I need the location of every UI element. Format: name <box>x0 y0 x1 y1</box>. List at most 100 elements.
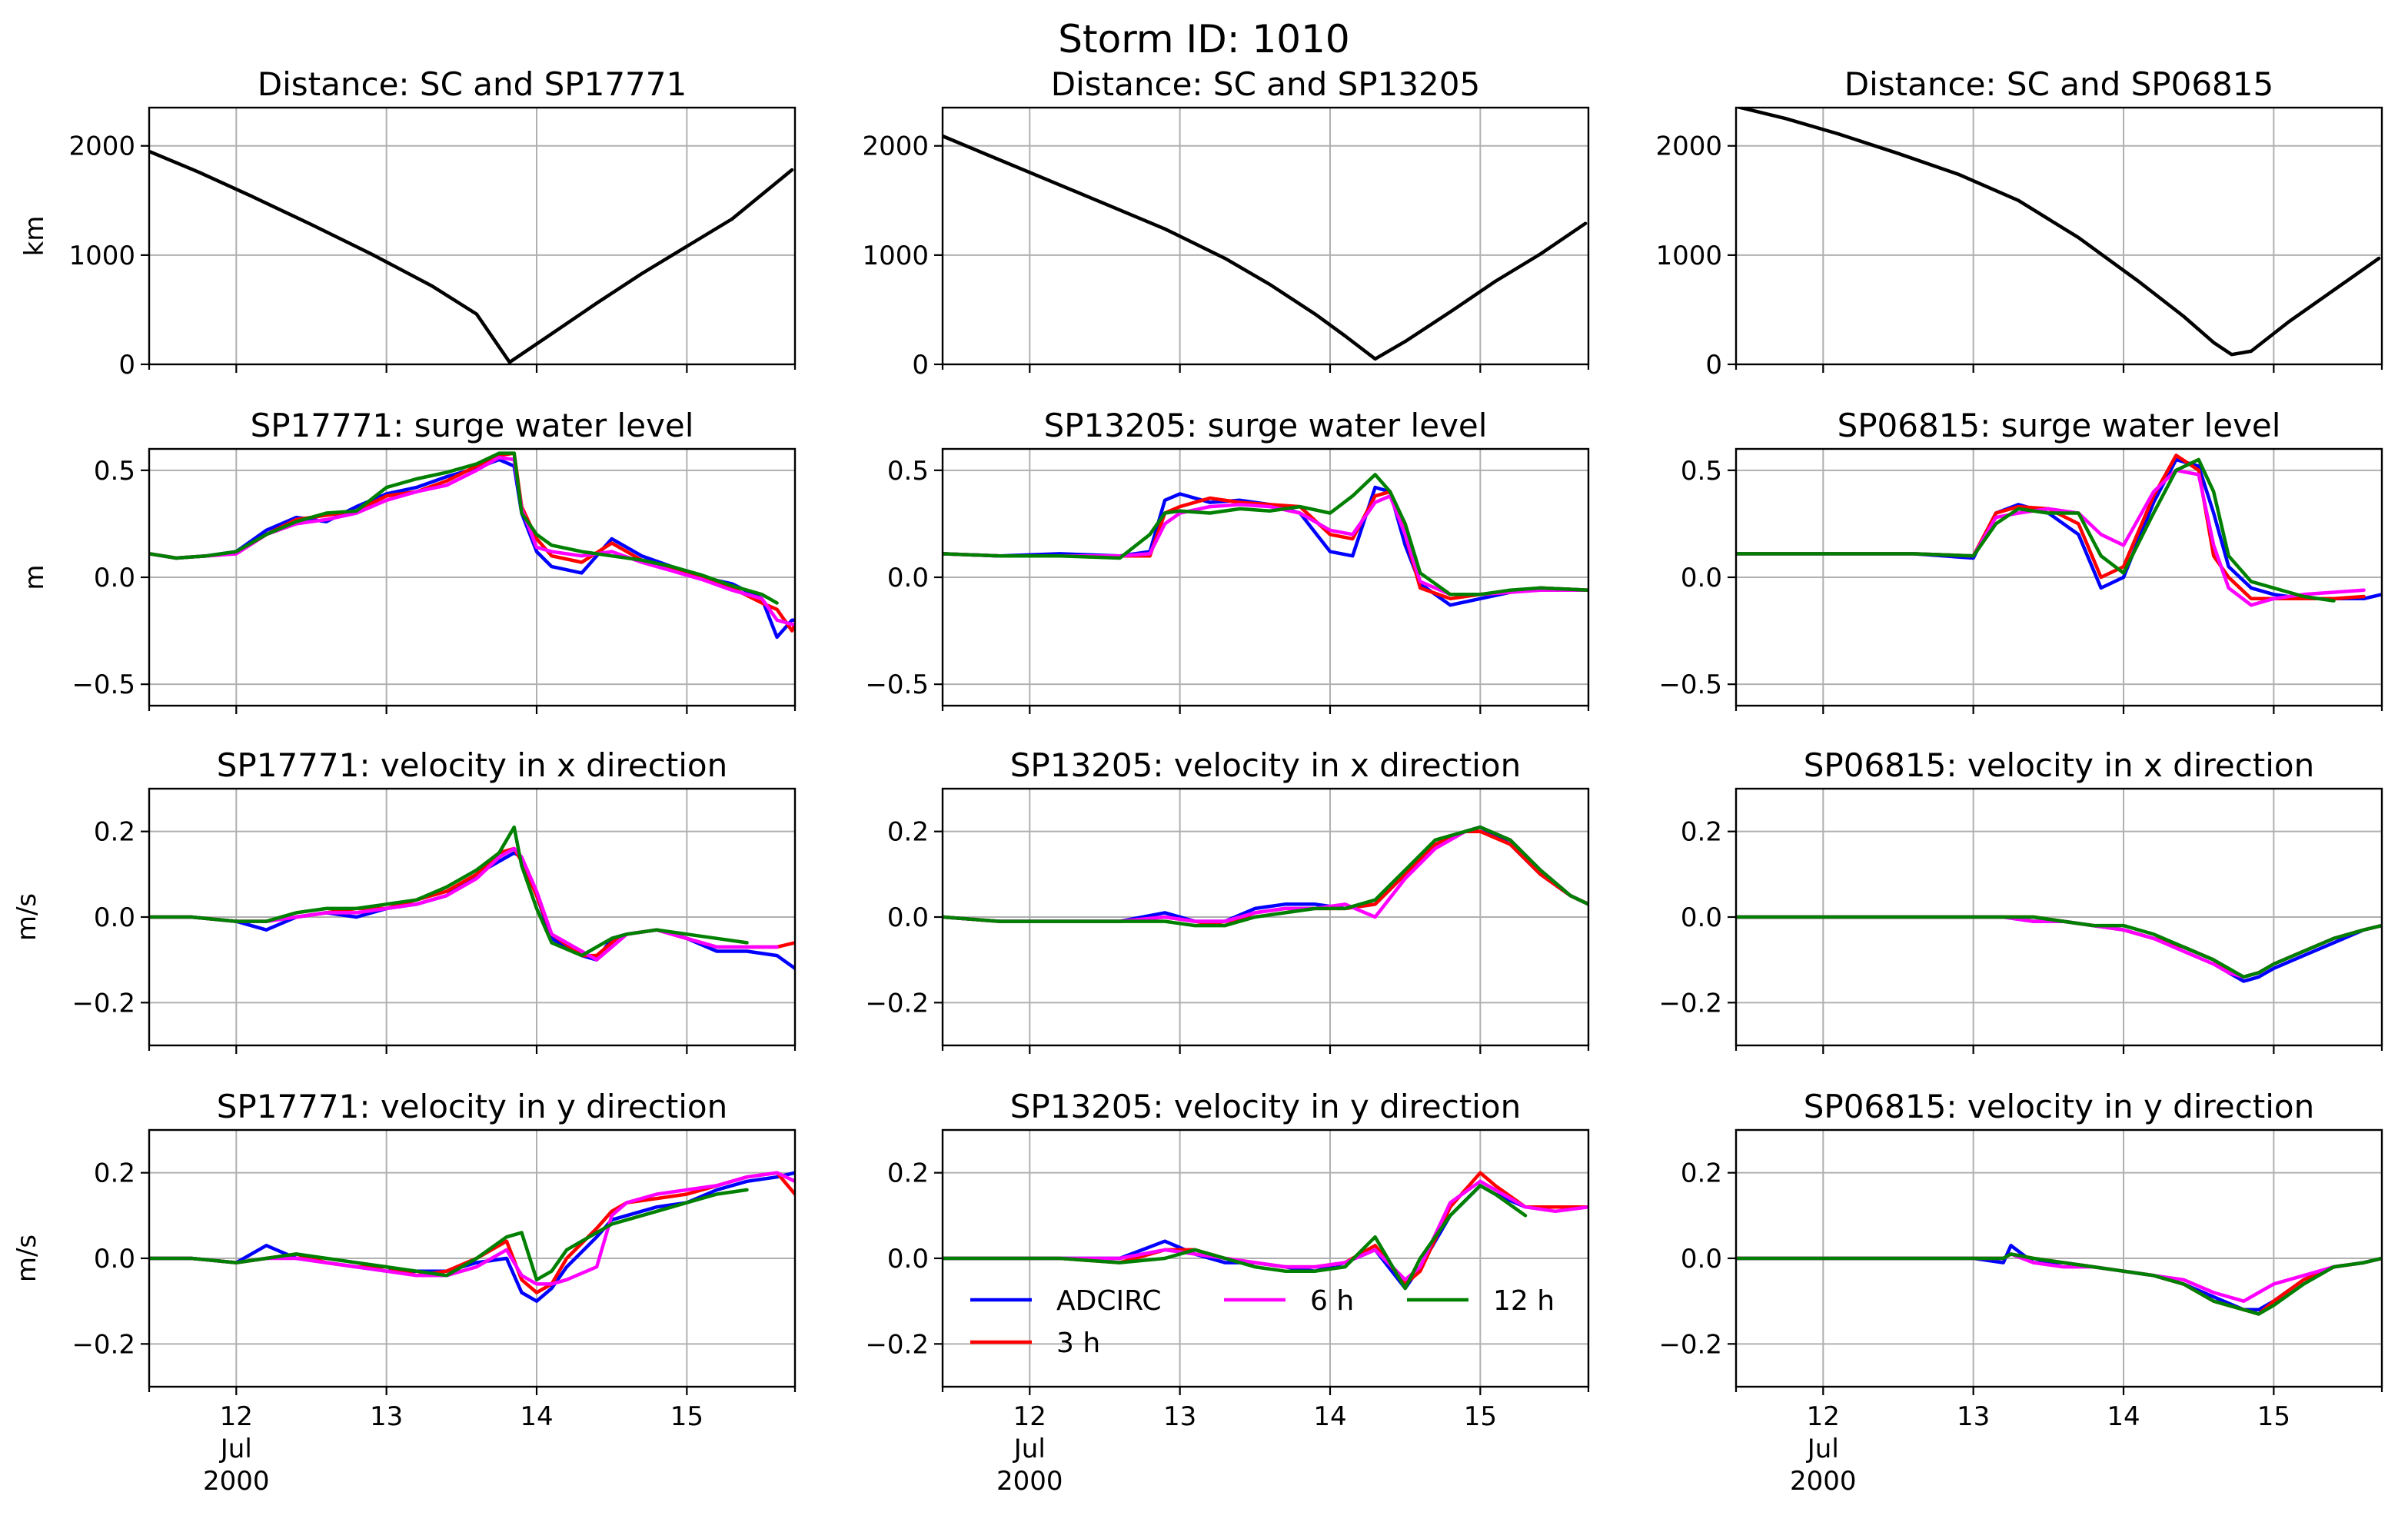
x-tick-label: 13 <box>1957 1401 1990 1432</box>
x-tick-label: 12 <box>220 1401 253 1432</box>
series-line-12h <box>1736 915 2382 979</box>
x-tick-label: 15 <box>1464 1401 1497 1432</box>
legend: ADCIRC 3 h 6 h 12 h <box>970 1285 1555 1359</box>
figure-suptitle: Storm ID: 1010 <box>1058 17 1349 61</box>
x-month-label: Jul <box>1806 1434 1839 1464</box>
y-tick-label: 2000 <box>68 131 135 162</box>
x-tick-label: 13 <box>370 1401 403 1432</box>
y-tick-label: −0.2 <box>1658 1329 1722 1360</box>
panel-title: SP13205: velocity in y direction <box>1010 1088 1522 1125</box>
y-tick-label: 1000 <box>862 241 929 271</box>
series-line-12h <box>149 451 779 605</box>
y-tick-label: 0.0 <box>887 563 929 593</box>
series-line-12h <box>149 1188 749 1282</box>
axes-frame <box>148 787 797 1047</box>
chart-panel-5: SP13205: surge water level −0.5 0.0 0.5 <box>865 407 1590 714</box>
y-tick-label: −0.5 <box>72 670 135 700</box>
axes-frame <box>1734 106 2383 366</box>
panel-title: SP06815: velocity in x direction <box>1804 746 2315 784</box>
series-line-6h <box>943 1179 1588 1282</box>
chart-panel-9: SP06815: velocity in x direction −0.2 0.0 0… <box>1658 746 2383 1054</box>
chart-panel-2: Distance: SC and SP13205 0 1000 2000 <box>862 65 1590 380</box>
axes-frame <box>148 1128 797 1388</box>
series-line-6h <box>149 1171 795 1286</box>
x-year-label: 2000 <box>996 1466 1063 1497</box>
panel-title: SP17771: velocity in y direction <box>217 1088 728 1125</box>
legend-label: 3 h <box>1056 1328 1100 1359</box>
y-tick-label: −0.2 <box>1658 988 1722 1019</box>
series-line-distance <box>943 134 1588 361</box>
panel-title: SP17771: surge water level <box>251 407 694 444</box>
x-year-label: 2000 <box>1790 1466 1857 1497</box>
y-tick-label: −0.2 <box>72 1329 135 1360</box>
panel-title: SP13205: velocity in x direction <box>1010 746 1522 784</box>
legend-label: ADCIRC <box>1056 1285 1161 1317</box>
chart-panel-8: SP13205: velocity in x direction −0.2 0.0 0… <box>865 746 1590 1054</box>
y-tick-label: 0.2 <box>887 1158 929 1189</box>
chart-panel-6: SP06815: surge water level −0.5 0.0 0.5 <box>1658 407 2383 714</box>
x-tick-label: 14 <box>2107 1401 2140 1432</box>
chart-grid: Distance: SC and SP17771010002000kmDista… <box>12 65 2383 1497</box>
y-tick-label: −0.2 <box>72 988 135 1019</box>
y-tick-label: 2000 <box>1655 131 1722 162</box>
axes-frame <box>941 106 1590 366</box>
axes-frame <box>148 447 797 707</box>
axes-frame <box>941 1128 1590 1388</box>
y-tick-label: 0.2 <box>94 817 135 848</box>
panel-title: SP06815: surge water level <box>1838 407 2281 444</box>
series-line-12h <box>943 825 1588 928</box>
series-line-distance <box>149 149 794 364</box>
chart-panel-11: SP13205: velocity in y direction 12 13 14 15… <box>865 1088 1590 1497</box>
chart-panel-7: SP17771: velocity in x direction −0.2 0.0 0… <box>12 746 797 1054</box>
series-line-12h <box>1736 1252 2382 1316</box>
y-tick-label: 0.5 <box>94 456 135 487</box>
series-line-distance <box>1736 108 2381 357</box>
y-tick-label: 0.0 <box>94 902 135 933</box>
panel-title: Distance: SC and SP06815 <box>1844 65 2273 103</box>
y-tick-label: −0.5 <box>865 670 929 700</box>
y-tick-label: 0.2 <box>94 1158 135 1189</box>
axes-frame <box>1734 1128 2383 1388</box>
chart-panel-3: Distance: SC and SP06815 0 1000 2000 <box>1655 65 2383 380</box>
series-line-12h <box>943 1184 1528 1291</box>
y-axis-label: m <box>19 564 50 590</box>
panel-title: SP13205: surge water level <box>1044 407 1488 444</box>
y-tick-label: −0.2 <box>865 988 929 1019</box>
y-tick-label: 0 <box>912 350 929 380</box>
y-tick-label: 0.2 <box>887 817 929 848</box>
chart-panel-10: SP17771: velocity in y direction 12 13 14 15… <box>12 1088 797 1497</box>
panel-title: SP06815: velocity in y direction <box>1804 1088 2315 1125</box>
panel-title: Distance: SC and SP17771 <box>258 65 687 103</box>
series-line-12h <box>1736 457 2336 603</box>
y-tick-label: 0.0 <box>887 1244 929 1274</box>
y-tick-label: −0.5 <box>1658 670 1722 700</box>
x-tick-label: 12 <box>1013 1401 1046 1432</box>
y-tick-label: 0.0 <box>1681 1244 1722 1274</box>
y-tick-label: 1000 <box>1655 241 1722 271</box>
y-tick-label: 0.2 <box>1681 1158 1722 1189</box>
y-tick-label: 0.0 <box>1681 902 1722 933</box>
axes-frame <box>1734 447 2383 707</box>
y-tick-label: 0.0 <box>94 1244 135 1274</box>
chart-panel-4: SP17771: surge water level −0.5 0.0 0.5 m <box>19 407 797 714</box>
y-tick-label: 0 <box>118 350 135 380</box>
y-tick-label: 0.2 <box>1681 817 1722 848</box>
x-year-label: 2000 <box>203 1466 270 1497</box>
y-axis-label: m/s <box>12 893 42 941</box>
chart-panel-12: SP06815: velocity in y direction 12 13 14 15… <box>1658 1088 2383 1497</box>
y-tick-label: 0.0 <box>887 902 929 933</box>
x-tick-label: 14 <box>1313 1401 1346 1432</box>
y-axis-label: m/s <box>12 1235 42 1282</box>
axes-frame <box>1734 787 2383 1047</box>
panel-title: SP17771: velocity in x direction <box>217 746 728 784</box>
legend-label: 6 h <box>1310 1285 1354 1317</box>
y-tick-label: 1000 <box>68 241 135 271</box>
x-tick-label: 12 <box>1807 1401 1840 1432</box>
series-line-12h <box>149 825 749 958</box>
chart-panel-1: Distance: SC and SP17771 0 1000 2000 km <box>19 65 797 380</box>
y-tick-label: 0.5 <box>1681 456 1722 487</box>
y-tick-label: 2000 <box>862 131 929 162</box>
x-month-label: Jul <box>1013 1434 1046 1464</box>
y-tick-label: 0.5 <box>887 456 929 487</box>
